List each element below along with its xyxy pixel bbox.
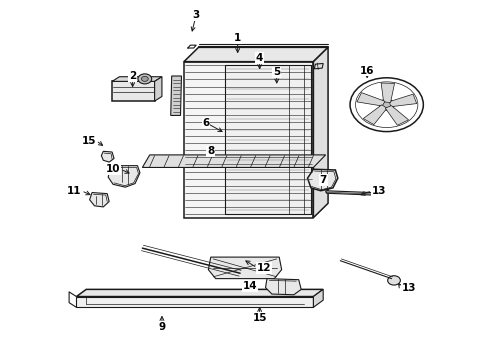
Text: 8: 8 bbox=[207, 146, 215, 156]
Polygon shape bbox=[363, 105, 387, 125]
Polygon shape bbox=[315, 63, 323, 69]
Polygon shape bbox=[357, 93, 385, 106]
Circle shape bbox=[138, 74, 152, 84]
Circle shape bbox=[388, 276, 400, 285]
Polygon shape bbox=[390, 94, 416, 107]
Circle shape bbox=[379, 99, 394, 110]
Polygon shape bbox=[171, 76, 181, 116]
Text: 4: 4 bbox=[256, 53, 263, 63]
Text: 10: 10 bbox=[106, 164, 121, 174]
Text: 15: 15 bbox=[81, 136, 96, 145]
Polygon shape bbox=[314, 47, 328, 218]
Polygon shape bbox=[308, 169, 338, 191]
Circle shape bbox=[350, 78, 423, 132]
Text: 13: 13 bbox=[372, 186, 387, 196]
Circle shape bbox=[142, 76, 148, 81]
Circle shape bbox=[356, 82, 418, 127]
Polygon shape bbox=[112, 77, 162, 81]
Polygon shape bbox=[314, 289, 323, 307]
Text: 7: 7 bbox=[319, 175, 327, 185]
Polygon shape bbox=[266, 279, 301, 295]
Polygon shape bbox=[108, 166, 140, 187]
Text: 14: 14 bbox=[243, 281, 257, 291]
Polygon shape bbox=[101, 151, 114, 162]
Polygon shape bbox=[90, 193, 109, 207]
Polygon shape bbox=[208, 257, 282, 279]
Text: 15: 15 bbox=[252, 313, 267, 323]
Text: 1: 1 bbox=[234, 33, 241, 43]
Polygon shape bbox=[112, 81, 155, 101]
Polygon shape bbox=[76, 289, 323, 297]
Text: 2: 2 bbox=[129, 71, 136, 81]
Polygon shape bbox=[385, 105, 409, 125]
Text: 13: 13 bbox=[401, 283, 416, 293]
Polygon shape bbox=[155, 77, 162, 101]
Text: 6: 6 bbox=[202, 118, 210, 128]
Text: 3: 3 bbox=[193, 10, 200, 20]
Text: 9: 9 bbox=[158, 322, 166, 332]
Text: 11: 11 bbox=[67, 186, 81, 196]
Polygon shape bbox=[143, 155, 326, 167]
Text: 12: 12 bbox=[257, 263, 272, 273]
Polygon shape bbox=[381, 83, 394, 103]
Text: 5: 5 bbox=[273, 67, 280, 77]
Polygon shape bbox=[225, 65, 311, 214]
Polygon shape bbox=[76, 297, 314, 307]
Polygon shape bbox=[184, 62, 314, 218]
Text: 16: 16 bbox=[360, 66, 374, 76]
Polygon shape bbox=[184, 47, 328, 62]
Polygon shape bbox=[326, 191, 373, 195]
